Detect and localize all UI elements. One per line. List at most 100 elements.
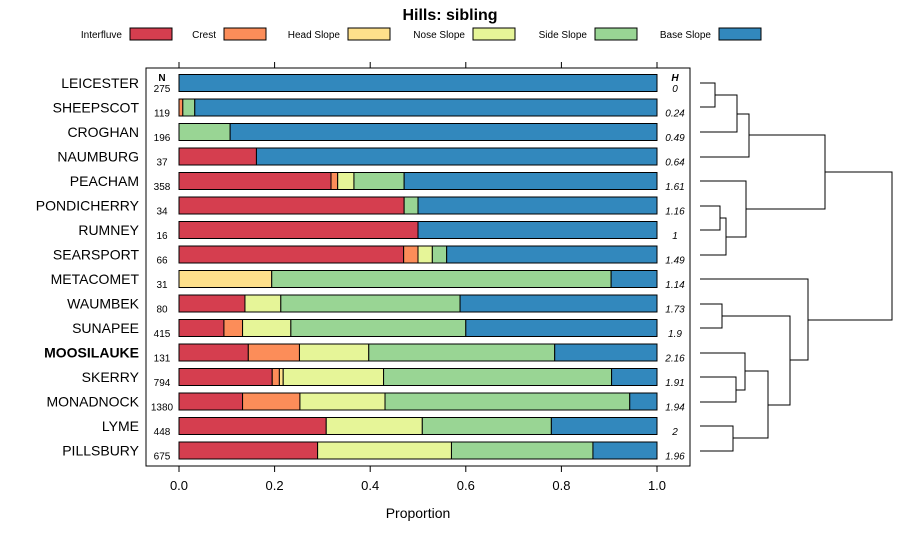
row-labels-group: LEICESTER SHEEPSCOT CROGHAN NAUMBURG PEACHAM… xyxy=(36,75,140,459)
bar-segment xyxy=(229,123,658,141)
bar-segment xyxy=(417,245,433,264)
h-value: 1.9 xyxy=(668,329,682,340)
h-value: 1 xyxy=(672,231,678,242)
h-value: 1.14 xyxy=(665,280,685,291)
legend-label: Head Slope xyxy=(288,30,341,41)
h-value: 1.96 xyxy=(665,452,685,463)
dendro-branch xyxy=(722,315,791,406)
n-value: 275 xyxy=(154,84,171,95)
bar-segment xyxy=(317,441,452,460)
n-value: 16 xyxy=(156,231,168,242)
bar-segment xyxy=(244,294,282,313)
bar-segment xyxy=(465,319,658,337)
legend-swatch xyxy=(129,27,173,41)
x-tick-label: 0.6 xyxy=(457,478,475,493)
row-label: METACOMET xyxy=(51,271,140,287)
legend-label: Nose Slope xyxy=(413,30,465,41)
legend-label: Side Slope xyxy=(539,30,588,41)
h-labels-group: 0 0.24 0.49 0.64 1.61 1.16 1 1.49 1.14 1.73 1.9 2.1… xyxy=(664,84,685,463)
h-value: 0.64 xyxy=(665,158,685,169)
n-value: 119 xyxy=(154,109,170,120)
row-label: SEARSPORT xyxy=(53,247,140,263)
bar-segment xyxy=(403,245,419,264)
h-value: 1.73 xyxy=(665,305,685,316)
row-label: MOOSILAUKE xyxy=(44,345,139,361)
dendro-branch xyxy=(700,94,738,133)
dendro-branch xyxy=(700,425,734,452)
row-label: PONDICHERRY xyxy=(36,198,140,214)
bar-segment xyxy=(431,245,448,264)
bar-segment xyxy=(178,221,419,239)
bar-segment xyxy=(384,392,631,411)
dendro-branch xyxy=(700,278,809,361)
bar-segment xyxy=(554,343,658,362)
bar-segment xyxy=(178,98,184,117)
bar-segment xyxy=(278,368,284,386)
bar-segment xyxy=(271,368,280,386)
n-value: 66 xyxy=(156,256,168,267)
h-value: 1.94 xyxy=(665,403,685,414)
n-value: 80 xyxy=(156,305,168,316)
dendro-branch xyxy=(700,180,747,238)
n-value: 34 xyxy=(156,207,168,218)
bar-segment xyxy=(178,392,244,411)
bar-segment xyxy=(178,417,327,435)
row-label: RUMNEY xyxy=(78,222,139,238)
chart-title: Hills: sibling xyxy=(402,7,497,24)
bar-segment xyxy=(242,319,292,337)
dendro-branch xyxy=(808,171,893,321)
row-label: MONADNOCK xyxy=(46,394,139,410)
bar-segment xyxy=(178,74,658,92)
dendrogram xyxy=(700,82,893,452)
bar-segment xyxy=(421,417,552,435)
n-value: 415 xyxy=(154,329,171,340)
bar-segment xyxy=(298,343,370,362)
h-value: 1.91 xyxy=(665,378,684,389)
bar-segment xyxy=(178,123,231,141)
h-value: 1.16 xyxy=(665,207,685,218)
bar-segment xyxy=(178,147,257,166)
bar-segment xyxy=(178,245,405,264)
row-label: PILLSBURY xyxy=(62,443,139,459)
row-label: PEACHAM xyxy=(70,173,139,189)
legend-swatch xyxy=(718,27,762,41)
n-value: 448 xyxy=(154,427,171,438)
h-value: 2 xyxy=(671,427,678,438)
bar-segment xyxy=(325,417,423,435)
x-axis-label: Proportion xyxy=(386,505,451,521)
n-value: 196 xyxy=(154,133,171,144)
legend-swatch xyxy=(223,27,267,41)
n-value: 675 xyxy=(154,452,171,463)
bar-segment xyxy=(368,343,556,362)
x-tick-label: 1.0 xyxy=(648,478,666,493)
bar-segment xyxy=(182,98,196,117)
dendro-branch xyxy=(700,303,723,329)
bar-segment xyxy=(403,196,419,215)
bar-segment xyxy=(194,98,658,117)
bar-segment xyxy=(178,294,246,313)
bar-segment xyxy=(330,172,339,190)
bar-segment xyxy=(450,441,594,460)
h-value: 0.24 xyxy=(665,109,685,120)
bar-segment xyxy=(280,294,461,313)
dendro-branch xyxy=(700,352,746,391)
bar-segment xyxy=(417,221,658,239)
x-tick-label: 0.2 xyxy=(266,478,284,493)
dendro-branch xyxy=(700,205,721,231)
x-tick-label: 0.4 xyxy=(361,478,379,493)
bar-segment xyxy=(178,343,249,362)
bar-segment xyxy=(178,172,332,190)
bar-segment xyxy=(629,392,658,411)
n-value: 1380 xyxy=(151,403,174,414)
bar-segment xyxy=(446,245,658,264)
bars-group xyxy=(178,74,658,460)
bar-segment xyxy=(271,270,612,288)
h-value: 0 xyxy=(672,84,678,95)
bar-segment xyxy=(178,441,319,460)
legend-swatch xyxy=(594,27,638,41)
legend-label: Crest xyxy=(192,30,216,41)
h-column-header: H xyxy=(671,73,679,84)
x-tick-label: 0.8 xyxy=(552,478,570,493)
bar-segment xyxy=(242,392,301,411)
dendro-branch xyxy=(733,370,769,439)
